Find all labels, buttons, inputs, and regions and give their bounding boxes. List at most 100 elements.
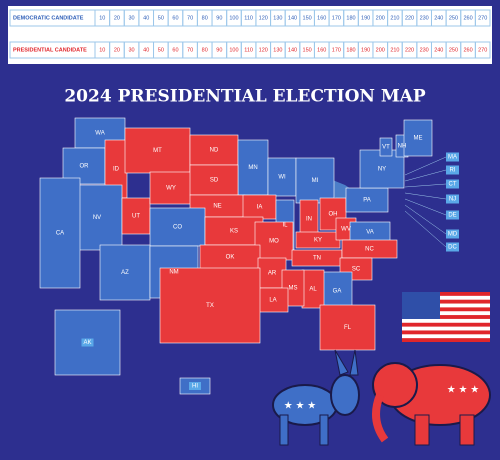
state-label: CA bbox=[56, 231, 64, 237]
tally-value: 40 bbox=[143, 47, 149, 53]
tally-value: 170 bbox=[332, 15, 341, 21]
tally-cell bbox=[474, 9, 491, 27]
tally-value: 80 bbox=[202, 15, 208, 21]
state-label: ID bbox=[113, 167, 120, 173]
tally-value: 60 bbox=[172, 15, 178, 21]
state bbox=[71, 184, 123, 251]
state-label: WA bbox=[95, 131, 104, 137]
tally-value: 260 bbox=[463, 15, 472, 21]
tally-value: 260 bbox=[463, 47, 472, 53]
tally-value: 50 bbox=[158, 15, 164, 21]
state-label: SD bbox=[210, 178, 219, 184]
state-label: OR bbox=[80, 164, 90, 170]
state-label: NH bbox=[398, 144, 407, 150]
state-label: TX bbox=[206, 303, 214, 309]
tally-value: 220 bbox=[405, 15, 414, 21]
state-label: MD bbox=[448, 232, 458, 238]
state-label: IL bbox=[282, 223, 288, 229]
state bbox=[189, 164, 239, 196]
tally-value: 90 bbox=[216, 47, 222, 53]
tally-value: 20 bbox=[114, 15, 120, 21]
tally-value: 270 bbox=[478, 15, 487, 21]
tally-value: 250 bbox=[449, 47, 458, 53]
tally-value: 80 bbox=[202, 47, 208, 53]
state bbox=[124, 127, 191, 174]
state-label: ND bbox=[210, 148, 219, 154]
tally-value: 30 bbox=[129, 15, 135, 21]
flag-stripe bbox=[402, 299, 490, 304]
leader-line bbox=[404, 156, 447, 176]
tally-value: 210 bbox=[390, 15, 399, 21]
state-label: IA bbox=[257, 205, 263, 211]
tally-value: 170 bbox=[332, 47, 341, 53]
elephant-mascot: ★ ★ ★ bbox=[372, 362, 491, 446]
leader-line bbox=[404, 192, 447, 200]
tally-value: 180 bbox=[346, 15, 355, 21]
state-label: OK bbox=[226, 255, 235, 261]
state-label: UT bbox=[132, 214, 140, 220]
tally-value: 230 bbox=[420, 47, 429, 53]
state bbox=[149, 207, 206, 247]
state-label: AK bbox=[83, 340, 91, 346]
state-label: MS bbox=[289, 286, 298, 292]
state-label: AZ bbox=[121, 270, 129, 276]
state bbox=[257, 257, 287, 289]
state-label-box bbox=[446, 152, 459, 162]
tally-value: 20 bbox=[114, 47, 120, 53]
tally-value: 70 bbox=[187, 47, 193, 53]
state-label-box bbox=[189, 382, 201, 390]
tally-value: 270 bbox=[478, 47, 487, 53]
tally-value: 10 bbox=[99, 15, 105, 21]
state bbox=[379, 137, 393, 157]
tally-value: 120 bbox=[259, 15, 268, 21]
tally: DEMOCRATIC CANDIDATE 10 20 30 40 50 60 70 80 90 10… bbox=[9, 9, 491, 59]
tally-value: 230 bbox=[420, 15, 429, 21]
tally-value: 150 bbox=[303, 47, 312, 53]
state-label: CT bbox=[449, 182, 457, 188]
tally-value: 50 bbox=[158, 47, 164, 53]
map: WA OR ID MT ND MN WI MI NV CA UT WY SD NE IA IL IN OH PA NY… bbox=[39, 117, 459, 395]
flag-stripe bbox=[402, 315, 490, 319]
state-label: NC bbox=[365, 247, 374, 253]
tally-value: 110 bbox=[244, 47, 253, 53]
state-label: HI bbox=[192, 384, 198, 390]
state bbox=[204, 216, 264, 246]
state bbox=[189, 134, 239, 166]
tally-value: 100 bbox=[229, 15, 238, 21]
tally-value: 150 bbox=[303, 15, 312, 21]
flag-stripe bbox=[402, 292, 490, 296]
state bbox=[242, 194, 277, 220]
tally-value: 130 bbox=[273, 15, 282, 21]
state-label: MI bbox=[312, 178, 319, 184]
leader-line bbox=[404, 183, 447, 188]
state-label: IN bbox=[306, 217, 312, 223]
tally-value: 100 bbox=[229, 47, 238, 53]
leader-line bbox=[404, 204, 447, 235]
state bbox=[321, 271, 353, 311]
tally-label: PRESIDENTIAL CANDIDATE bbox=[13, 47, 87, 53]
title: 2024 PRESIDENTIAL ELECTION MAP bbox=[64, 87, 426, 107]
state-label: DC bbox=[448, 245, 457, 251]
state-label: NJ bbox=[449, 197, 456, 203]
donkey-mascot: ★ ★ ★ bbox=[272, 349, 360, 446]
state-label: KY bbox=[314, 238, 322, 244]
state-label: OH bbox=[329, 212, 338, 218]
tally-value: 110 bbox=[244, 15, 253, 21]
state-label-box bbox=[446, 229, 459, 239]
tally-value: 190 bbox=[361, 47, 370, 53]
tally-value: 160 bbox=[317, 47, 326, 53]
state-label: TN bbox=[313, 256, 321, 262]
state-label: SC bbox=[352, 267, 361, 273]
tally-label: DEMOCRATIC CANDIDATE bbox=[13, 15, 84, 21]
tally-value: 10 bbox=[99, 47, 105, 53]
state-label: VA bbox=[366, 230, 374, 236]
tally-value: 40 bbox=[143, 15, 149, 21]
state-label: NE bbox=[213, 204, 221, 210]
tally-value: 140 bbox=[288, 15, 297, 21]
state-label: WV bbox=[341, 227, 351, 233]
svg-text:★ ★ ★: ★ ★ ★ bbox=[447, 385, 479, 396]
state bbox=[159, 267, 261, 344]
state-label: GA bbox=[333, 289, 342, 295]
tally-value: 190 bbox=[361, 15, 370, 21]
leader-line bbox=[404, 210, 447, 248]
